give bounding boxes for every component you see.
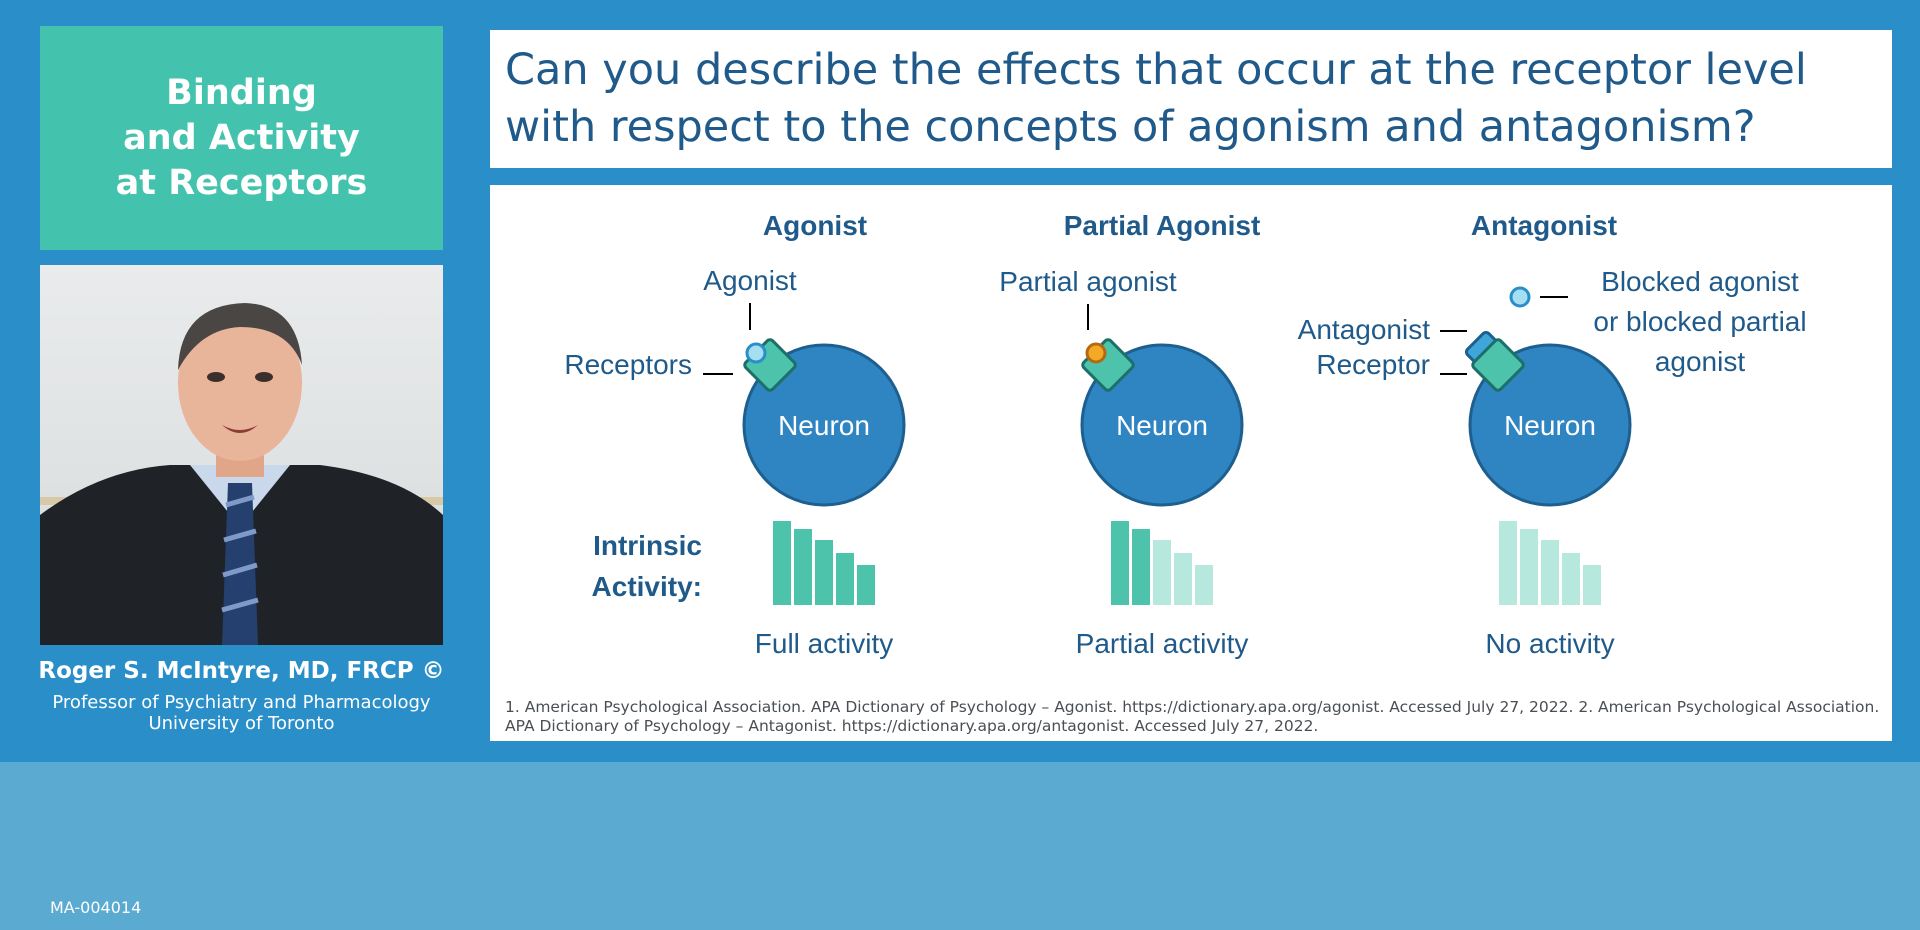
activity-bar bbox=[1132, 529, 1150, 605]
activity-bar bbox=[1111, 521, 1129, 605]
activity-bar bbox=[1562, 553, 1580, 605]
neuron-antagonist bbox=[1468, 343, 1632, 507]
label-blocked-agonist-line1: Blocked agonist bbox=[1601, 266, 1799, 297]
presenter-organization: University of Toronto bbox=[148, 713, 335, 734]
activity-bar bbox=[1583, 565, 1601, 605]
topic-title-card: Binding and Activity at Receptors bbox=[40, 26, 443, 250]
heading-agonist: Agonist bbox=[763, 210, 867, 241]
heading-partial-agonist: Partial Agonist bbox=[1064, 210, 1261, 241]
label-blocked-agonist-line2: or blocked partial bbox=[1593, 306, 1806, 337]
activity-bars-agonist bbox=[773, 521, 875, 605]
diagram-panel: Agonist Partial Agonist Antagonist Agoni… bbox=[490, 185, 1892, 741]
question-text: Can you describe the effects that occur … bbox=[505, 45, 1807, 152]
label-blocked-agonist-line3: agonist bbox=[1655, 346, 1746, 377]
agonist-molecule-dot bbox=[745, 342, 767, 364]
presenter-name: Roger S. McIntyre, MD, FRCP © bbox=[38, 658, 445, 684]
label-partial-agonist: Partial agonist bbox=[999, 266, 1177, 297]
caption-no-activity: No activity bbox=[1485, 628, 1614, 659]
caption-partial-activity: Partial activity bbox=[1076, 628, 1249, 659]
intrinsic-label-line2: Activity: bbox=[592, 571, 702, 602]
presenter-video bbox=[40, 265, 443, 645]
activity-bar bbox=[1541, 540, 1559, 605]
label-receptors: Receptors bbox=[564, 349, 692, 380]
activity-bar bbox=[1520, 529, 1538, 605]
activity-bar bbox=[1195, 565, 1213, 605]
activity-bar bbox=[1499, 521, 1517, 605]
activity-bars-partial bbox=[1111, 521, 1213, 605]
activity-bar bbox=[794, 529, 812, 605]
receptor-antagonist bbox=[1471, 338, 1525, 392]
neuron-partial bbox=[1080, 343, 1244, 507]
label-agonist: Agonist bbox=[703, 265, 797, 296]
activity-bar bbox=[1153, 540, 1171, 605]
activity-bar bbox=[773, 521, 791, 605]
activity-bar bbox=[857, 565, 875, 605]
neuron-label-antagonist: Neuron bbox=[1504, 410, 1596, 441]
receptor-diagram: Agonist Partial Agonist Antagonist Agoni… bbox=[564, 210, 1806, 659]
references: 1. American Psychological Association. A… bbox=[505, 698, 1880, 735]
caption-full-activity: Full activity bbox=[755, 628, 893, 659]
partial-agonist-molecule-dot bbox=[1085, 342, 1107, 364]
topic-title: Binding and Activity at Receptors bbox=[115, 72, 368, 203]
question-panel: Can you describe the effects that occur … bbox=[490, 30, 1892, 168]
intrinsic-label-line1: Intrinsic bbox=[593, 530, 702, 561]
footer-code: MA-004014 bbox=[50, 898, 142, 917]
presenter-figure bbox=[40, 303, 443, 645]
blocked-agonist-dot bbox=[1509, 286, 1531, 308]
neuron-label-agonist: Neuron bbox=[778, 410, 870, 441]
label-receptor: Receptor bbox=[1316, 349, 1430, 380]
activity-bar bbox=[815, 540, 833, 605]
neuron-label-partial: Neuron bbox=[1116, 410, 1208, 441]
presenter-role: Professor of Psychiatry and Pharmacology bbox=[52, 692, 431, 713]
activity-bar bbox=[1174, 553, 1192, 605]
activity-bar bbox=[836, 553, 854, 605]
heading-antagonist: Antagonist bbox=[1471, 210, 1617, 241]
label-antagonist: Antagonist bbox=[1298, 314, 1431, 345]
activity-bars-antagonist bbox=[1499, 521, 1601, 605]
neuron-agonist bbox=[742, 343, 906, 507]
